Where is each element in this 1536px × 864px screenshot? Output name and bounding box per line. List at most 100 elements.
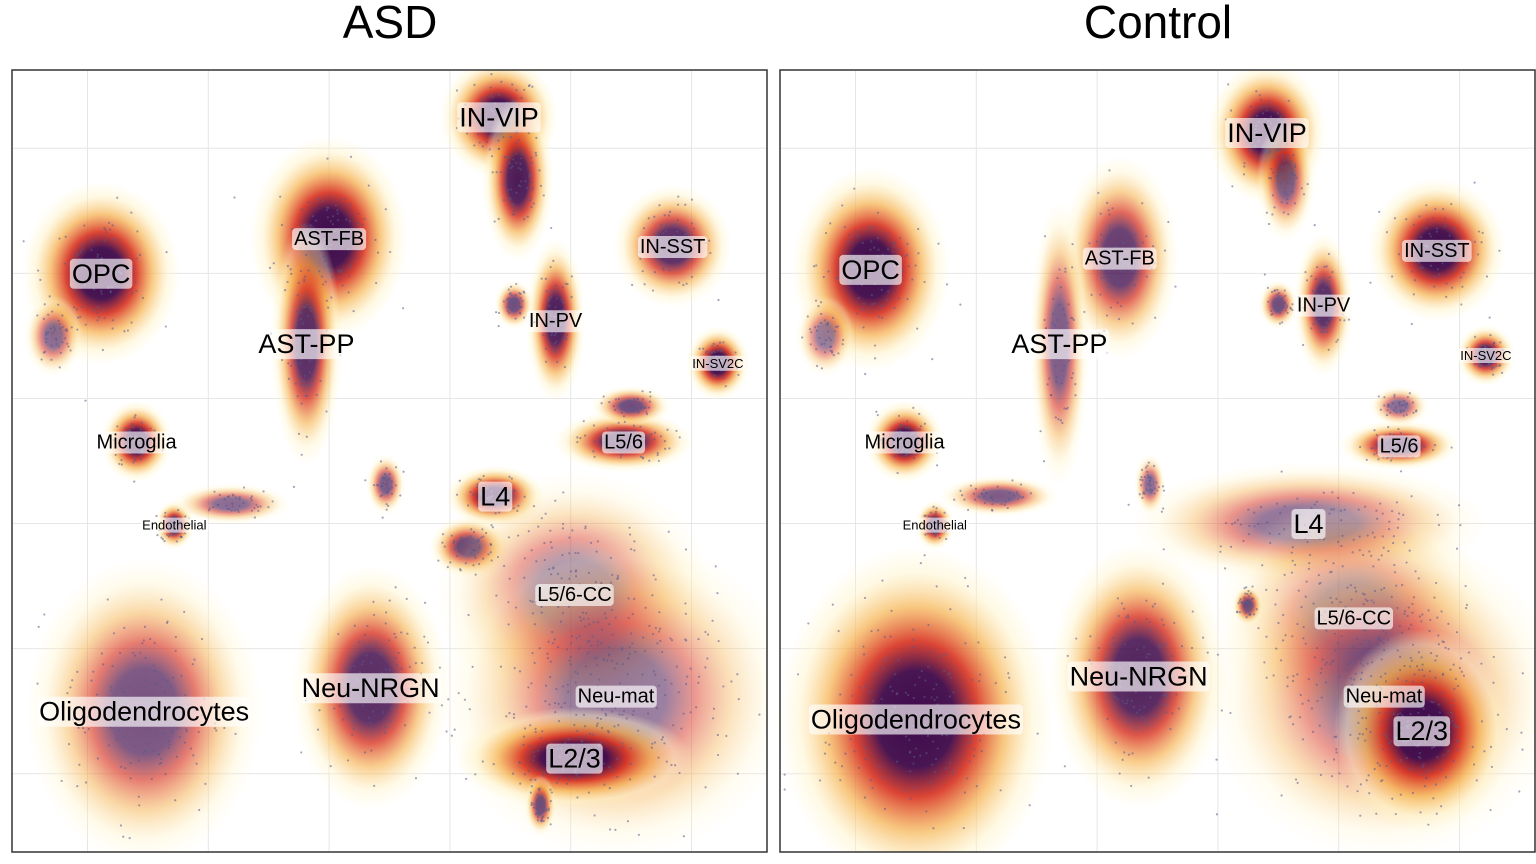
data-point: [523, 576, 526, 579]
data-point: [1423, 674, 1426, 677]
data-point: [960, 494, 964, 497]
data-point: [178, 735, 181, 739]
data-point: [1477, 230, 1481, 233]
data-point: [1148, 480, 1151, 483]
data-point: [952, 772, 955, 775]
data-point: [690, 198, 694, 201]
data-point: [148, 742, 151, 745]
data-point: [1310, 327, 1313, 330]
data-point: [1146, 723, 1150, 726]
data-point: [1390, 510, 1394, 513]
data-point: [47, 313, 50, 316]
data-point: [1289, 169, 1292, 172]
data-point: [1455, 726, 1459, 729]
data-point: [1351, 551, 1354, 554]
data-point: [96, 255, 99, 259]
data-point: [689, 667, 692, 670]
data-point: [1104, 658, 1108, 661]
data-point: [299, 362, 302, 365]
data-point: [808, 328, 812, 331]
data-point: [1420, 620, 1423, 623]
data-point: [1418, 215, 1421, 218]
data-point: [1445, 295, 1448, 299]
data-point: [660, 738, 663, 741]
data-point: [1061, 369, 1064, 372]
data-point: [1284, 164, 1288, 168]
data-point: [580, 619, 583, 622]
data-point: [1278, 311, 1282, 315]
data-point: [596, 722, 599, 725]
data-point: [76, 785, 79, 788]
data-point: [124, 767, 127, 770]
data-point: [1155, 714, 1158, 717]
data-point: [141, 296, 145, 300]
data-point: [850, 673, 853, 676]
data-point: [523, 727, 527, 730]
data-point: [566, 282, 569, 286]
data-point: [1383, 586, 1386, 590]
data-point: [457, 545, 460, 548]
data-point: [316, 728, 320, 731]
data-point: [1477, 362, 1481, 365]
data-point: [144, 679, 147, 682]
data-point: [1450, 203, 1453, 206]
data-point: [267, 506, 270, 509]
data-point: [675, 230, 679, 233]
data-point: [173, 515, 176, 518]
data-point: [1131, 752, 1134, 755]
cluster-label: IN-VIP: [1227, 118, 1307, 148]
data-point: [502, 183, 506, 186]
data-point: [862, 302, 866, 305]
data-point: [1314, 320, 1318, 323]
data-point: [1123, 751, 1126, 754]
data-point: [592, 621, 595, 624]
data-point: [1146, 470, 1149, 473]
data-point: [231, 493, 234, 496]
data-point: [505, 298, 509, 301]
data-point: [1381, 748, 1385, 751]
data-point: [323, 254, 326, 258]
data-point: [561, 301, 565, 304]
data-point: [862, 653, 866, 656]
data-point: [648, 624, 651, 627]
data-point: [37, 625, 40, 628]
data-point: [1147, 476, 1150, 479]
data-point: [711, 619, 714, 622]
data-point: [1290, 551, 1293, 554]
data-point: [991, 498, 995, 501]
data-point: [540, 819, 543, 822]
cluster-label-bg: [535, 583, 614, 606]
data-point: [452, 541, 455, 545]
data-point: [510, 477, 513, 480]
data-point: [577, 551, 580, 555]
data-point: [1140, 475, 1143, 479]
data-point: [491, 526, 494, 529]
data-point: [1362, 602, 1365, 606]
data-point: [268, 266, 272, 269]
data-point: [1114, 741, 1117, 744]
data-point: [144, 656, 147, 660]
data-point: [1293, 202, 1297, 205]
data-point: [841, 343, 844, 346]
data-point: [503, 155, 506, 158]
data-point: [474, 573, 477, 576]
data-point: [883, 807, 886, 811]
data-point: [1283, 186, 1287, 190]
data-point: [578, 616, 582, 619]
data-point: [547, 807, 550, 810]
data-point: [1308, 562, 1311, 565]
data-point: [1444, 697, 1447, 701]
data-point: [663, 214, 666, 217]
data-point: [927, 623, 930, 627]
data-point: [555, 781, 559, 784]
data-point: [1126, 614, 1130, 617]
data-point: [927, 665, 930, 668]
density-blob: [482, 98, 554, 261]
data-point: [542, 819, 545, 823]
data-point: [100, 290, 103, 293]
data-point: [1283, 306, 1286, 309]
data-point: [1360, 642, 1363, 646]
data-point: [1336, 540, 1340, 543]
data-point: [1280, 201, 1283, 204]
data-point: [1441, 691, 1444, 694]
